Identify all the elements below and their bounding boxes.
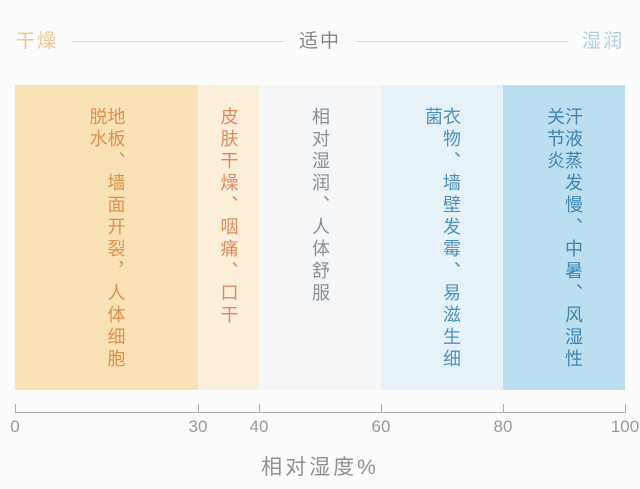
x-axis: 0 30 40 60 80 100 (10, 404, 639, 436)
zone-divider-line-right (355, 40, 568, 42)
band-label: 衣物、墙壁发霉、易滋生细菌 (423, 107, 461, 371)
x-axis-line (15, 412, 625, 413)
zone-label-dry: 干燥 (16, 30, 59, 52)
x-axis-title: 相对湿度% (261, 456, 379, 479)
band-label: 皮肤干燥、咽痛、口干 (218, 107, 239, 327)
x-axis-tick-40 (259, 404, 260, 413)
humidity-band-80-100: 汗液蒸发慢、中暑、风湿性关节炎 (503, 85, 625, 390)
humidity-bands: 地板、墙面开裂，人体细胞脱水 皮肤干燥、咽痛、口干 相对湿润、人体舒服 衣物、墙壁发霉… (15, 85, 625, 390)
x-axis-tick-0 (15, 404, 16, 413)
zone-label-moderate: 适中 (299, 30, 342, 52)
humidity-band-40-60: 相对湿润、人体舒服 (259, 85, 381, 390)
x-axis-tick-label-30: 30 (188, 417, 208, 436)
x-axis-tick-80 (503, 404, 504, 413)
humidity-band-0-30: 地板、墙面开裂，人体细胞脱水 (15, 85, 198, 390)
x-axis-tick-label-80: 80 (493, 417, 513, 436)
zone-label-humid: 湿润 (582, 30, 625, 52)
band-label: 汗液蒸发慢、中暑、风湿性关节炎 (545, 107, 583, 371)
zone-divider-line-left (72, 40, 285, 42)
humidity-band-30-40: 皮肤干燥、咽痛、口干 (198, 85, 259, 390)
band-label: 相对湿润、人体舒服 (310, 107, 330, 305)
zone-header: 干燥 适中 湿润 (16, 29, 624, 53)
band-label: 地板、墙面开裂，人体细胞脱水 (87, 107, 126, 371)
humidity-band-60-80: 衣物、墙壁发霉、易滋生细菌 (381, 85, 503, 390)
x-axis-tick-30 (198, 404, 199, 413)
x-axis-tick-label-40: 40 (249, 417, 269, 436)
x-axis-tick-label-0: 0 (10, 417, 20, 436)
x-axis-tick-60 (381, 404, 382, 413)
x-axis-tick-100 (625, 404, 626, 413)
x-axis-tick-label-60: 60 (371, 417, 391, 436)
x-axis-tick-label-100: 100 (610, 417, 640, 436)
